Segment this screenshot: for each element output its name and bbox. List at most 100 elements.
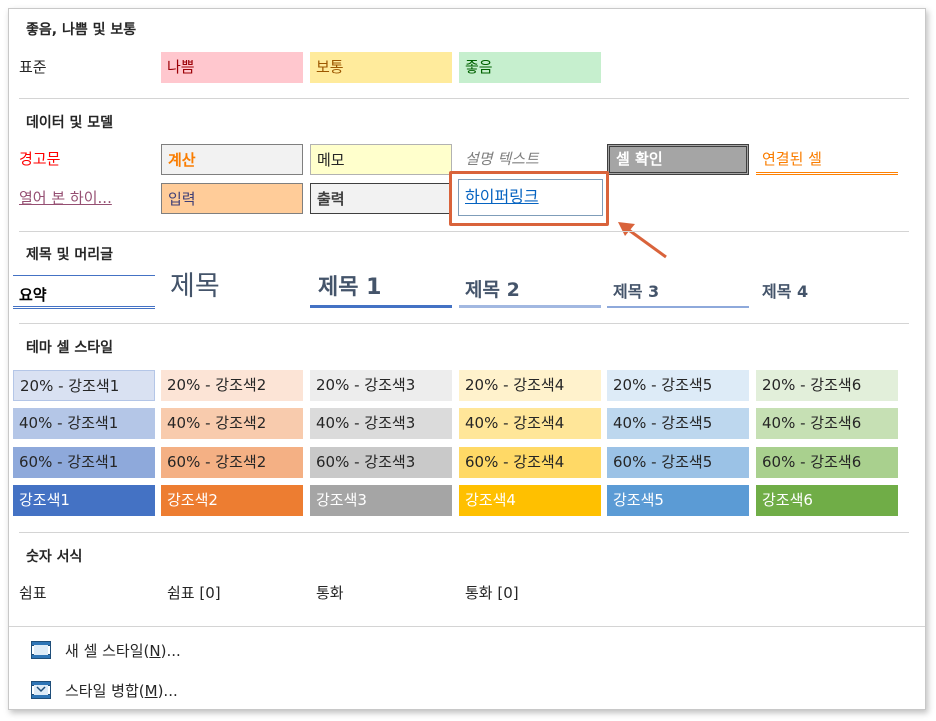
style-bad-label: 나쁨 <box>167 58 195 76</box>
style-heading-2[interactable]: 제목 2 <box>459 273 601 308</box>
style-heading-3[interactable]: 제목 3 <box>607 275 749 308</box>
style-40-accent6[interactable]: 40% - 강조색6 <box>756 408 898 439</box>
section-header-number: 숫자 서식 <box>26 549 83 565</box>
style-normal[interactable]: 표준 <box>13 52 155 83</box>
style-40-accent5[interactable]: 40% - 강조색5 <box>607 408 749 439</box>
style-accent3[interactable]: 강조색3 <box>310 485 452 516</box>
style-linked-cell[interactable]: 연결된 셀 <box>756 144 898 175</box>
style-60-accent4[interactable]: 60% - 강조색4 <box>459 447 601 478</box>
style-warning-text[interactable]: 경고문 <box>13 144 155 175</box>
highlight-box <box>449 171 609 226</box>
divider <box>19 231 909 232</box>
style-label: 40% - 강조색5 <box>613 414 713 432</box>
divider <box>19 98 909 99</box>
style-40-accent3[interactable]: 40% - 강조색3 <box>310 408 452 439</box>
style-hyperlink[interactable]: 하이퍼링크 <box>458 179 603 216</box>
style-60-accent6[interactable]: 60% - 강조색6 <box>756 447 898 478</box>
style-label: 60% - 강조색1 <box>19 453 119 471</box>
style-label: 20% - 강조색3 <box>316 376 416 394</box>
style-label: 강조색6 <box>762 491 813 509</box>
style-label: 60% - 강조색4 <box>465 453 565 471</box>
style-heading-3-label: 제목 3 <box>613 282 660 301</box>
style-accent5[interactable]: 강조색5 <box>607 485 749 516</box>
style-60-accent2[interactable]: 60% - 강조색2 <box>161 447 303 478</box>
style-input-label: 입력 <box>168 190 196 208</box>
style-calculation-label: 계산 <box>168 151 196 169</box>
style-input[interactable]: 입력 <box>161 183 303 214</box>
style-40-accent4[interactable]: 40% - 강조색4 <box>459 408 601 439</box>
style-label: 20% - 강조색2 <box>167 376 267 394</box>
style-label: 강조색3 <box>316 491 367 509</box>
divider <box>9 626 925 627</box>
section-header-titles: 제목 및 머리글 <box>26 247 114 263</box>
style-explanatory-label: 설명 텍스트 <box>465 150 539 168</box>
style-linked-label: 연결된 셀 <box>762 150 822 168</box>
style-title-label: 제목 <box>170 271 220 302</box>
style-label: 60% - 강조색6 <box>762 453 862 471</box>
style-check-cell[interactable]: 셀 확인 <box>607 144 749 175</box>
style-followed-label: 열어 본 하이... <box>19 189 112 207</box>
style-neutral-label: 보통 <box>316 58 344 76</box>
style-20-accent6[interactable]: 20% - 강조색6 <box>756 370 898 401</box>
style-label: 60% - 강조색3 <box>316 453 416 471</box>
new-cell-style-menu-item[interactable]: 새 셀 스타일(N)... <box>31 637 181 663</box>
style-title[interactable]: 제목 <box>161 268 303 308</box>
style-label: 쉼표 [0] <box>167 584 221 602</box>
style-total-label: 요약 <box>19 286 47 304</box>
style-20-accent5[interactable]: 20% - 강조색5 <box>607 370 749 401</box>
style-total[interactable]: 요약 <box>13 275 155 309</box>
style-heading-1-label: 제목 1 <box>318 275 382 300</box>
style-currency[interactable]: 통화 <box>310 578 452 609</box>
style-comma[interactable]: 쉼표 <box>13 578 155 609</box>
style-explanatory-text[interactable]: 설명 텍스트 <box>459 144 601 175</box>
merge-styles-icon <box>31 681 51 699</box>
style-note[interactable]: 메모 <box>310 144 452 175</box>
style-label: 강조색1 <box>19 491 70 509</box>
style-60-accent1[interactable]: 60% - 강조색1 <box>13 447 155 478</box>
style-label: 강조색4 <box>465 491 516 509</box>
style-label: 20% - 강조색1 <box>20 377 120 395</box>
style-60-accent5[interactable]: 60% - 강조색5 <box>607 447 749 478</box>
style-label: 40% - 강조색4 <box>465 414 565 432</box>
style-calculation[interactable]: 계산 <box>161 144 303 175</box>
style-label: 20% - 강조색5 <box>613 376 713 394</box>
style-40-accent1[interactable]: 40% - 강조색1 <box>13 408 155 439</box>
pointer-arrow-icon <box>618 222 667 259</box>
style-label: 쉼표 <box>19 584 47 602</box>
style-20-accent1[interactable]: 20% - 강조색1 <box>13 370 155 401</box>
section-header-theme: 테마 셀 스타일 <box>26 340 114 356</box>
style-heading-1[interactable]: 제목 1 <box>310 270 452 308</box>
section-header-good-bad: 좋음, 나쁨 및 보통 <box>26 22 137 38</box>
style-20-accent4[interactable]: 20% - 강조색4 <box>459 370 601 401</box>
style-label: 40% - 강조색2 <box>167 414 267 432</box>
style-bad[interactable]: 나쁨 <box>161 52 303 83</box>
style-accent6[interactable]: 강조색6 <box>756 485 898 516</box>
style-good[interactable]: 좋음 <box>459 52 601 83</box>
style-accent2[interactable]: 강조색2 <box>161 485 303 516</box>
style-followed-hyperlink[interactable]: 열어 본 하이... <box>13 183 155 214</box>
style-60-accent3[interactable]: 60% - 강조색3 <box>310 447 452 478</box>
style-20-accent2[interactable]: 20% - 강조색2 <box>161 370 303 401</box>
merge-styles-menu-item[interactable]: 스타일 병합(M)... <box>31 677 178 703</box>
style-40-accent2[interactable]: 40% - 강조색2 <box>161 408 303 439</box>
style-label: 20% - 강조색6 <box>762 376 862 394</box>
style-heading-4[interactable]: 제목 4 <box>756 275 898 308</box>
style-neutral[interactable]: 보통 <box>310 52 452 83</box>
style-20-accent3[interactable]: 20% - 강조색3 <box>310 370 452 401</box>
style-accent4[interactable]: 강조색4 <box>459 485 601 516</box>
section-header-data-model: 데이터 및 모델 <box>26 115 114 131</box>
style-currency-0[interactable]: 통화 [0] <box>459 578 601 609</box>
style-label: 20% - 강조색4 <box>465 376 565 394</box>
style-comma-0[interactable]: 쉼표 [0] <box>161 578 303 609</box>
style-good-label: 좋음 <box>465 58 493 76</box>
divider <box>19 532 909 533</box>
new-cell-style-icon <box>31 641 51 659</box>
merge-styles-label: 스타일 병합(M)... <box>65 681 178 700</box>
style-check-label: 셀 확인 <box>616 150 663 168</box>
style-output[interactable]: 출력 <box>310 183 452 214</box>
style-label: 강조색2 <box>167 491 218 509</box>
style-accent1[interactable]: 강조색1 <box>13 485 155 516</box>
style-heading-2-label: 제목 2 <box>465 279 520 301</box>
style-label: 60% - 강조색5 <box>613 453 713 471</box>
style-note-label: 메모 <box>317 151 345 169</box>
